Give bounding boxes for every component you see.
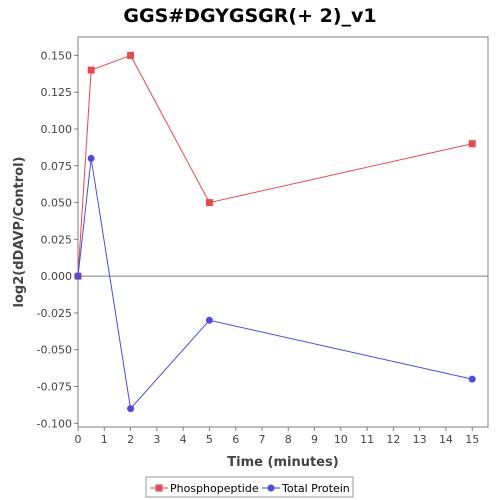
data-point-circle [127,405,135,413]
y-tick-label: -0.100 [37,417,72,430]
legend-marker-circle [267,484,275,492]
plot-area [77,36,489,428]
y-tick-label: 0.125 [41,86,73,99]
y-tick-label: -0.075 [37,381,72,394]
x-tick-label: 12 [386,433,400,446]
x-tick-label: 4 [180,433,187,446]
x-tick-label: 2 [127,433,134,446]
y-tick-label: 0.050 [41,197,73,210]
y-tick-label: 0.100 [41,123,73,136]
data-point-circle [468,375,476,383]
data-point-square [87,66,95,74]
data-point-square [468,140,476,148]
y-tick-label: -0.025 [37,307,72,320]
x-tick-label: 7 [258,433,265,446]
legend-label: Phosphopeptide [170,482,259,495]
data-point-square [205,199,213,207]
x-tick-label: 15 [465,433,479,446]
x-tick-label: 8 [285,433,292,446]
x-axis-ticks: 0 1 2 3 4 5 6 7 8 9 10 11 12 13 14 15 [75,427,479,446]
y-tick-label: 0.075 [41,160,73,173]
legend-marker-square [155,484,163,492]
y-axis-ticks: -0.100 -0.075 -0.050 -0.025 0.000 0.025 0.050 0… [37,49,78,430]
y-tick-label: 0.000 [41,270,73,283]
x-tick-label: 10 [334,433,348,446]
y-tick-label: 0.025 [41,233,73,246]
x-axis-label: Time (minutes) [227,455,338,470]
x-tick-label: 14 [439,433,453,446]
legend-label: Total Protein [281,482,350,495]
legend: Phosphopeptide Total Protein [150,482,350,495]
series-layer [74,51,476,413]
data-point-circle [205,316,213,324]
y-axis-label: log2(dDAVP/Control) [12,157,27,308]
x-tick-label: 9 [311,433,318,446]
x-tick-label: 3 [153,433,160,446]
data-point-circle [87,154,95,162]
chart-title: GGS#DGYGSGR(+ 2)_v1 [123,5,376,27]
x-tick-label: 5 [206,433,213,446]
data-point-circle [74,272,82,280]
x-tick-label: 6 [232,433,239,446]
x-tick-label: 1 [101,433,108,446]
x-tick-label: 0 [75,433,82,446]
y-tick-label: 0.150 [41,49,73,62]
data-point-square [127,51,135,59]
legend-box [145,476,354,498]
y-tick-label: -0.050 [37,344,72,357]
x-tick-label: 11 [360,433,374,446]
x-tick-label: 13 [413,433,427,446]
